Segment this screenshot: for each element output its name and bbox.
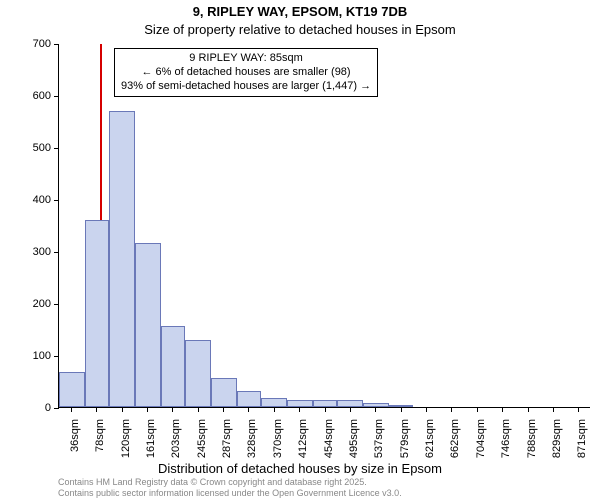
y-tick xyxy=(54,252,59,253)
x-tick-label: 621sqm xyxy=(424,419,436,458)
x-tick-label: 203sqm xyxy=(170,419,182,458)
x-tick xyxy=(71,407,72,412)
footnote: Contains HM Land Registry data © Crown c… xyxy=(58,477,402,498)
x-tick-label: 704sqm xyxy=(475,419,487,458)
x-tick xyxy=(375,407,376,412)
x-tick-label: 662sqm xyxy=(449,419,461,458)
y-tick xyxy=(54,408,59,409)
x-tick xyxy=(350,407,351,412)
y-tick xyxy=(54,44,59,45)
histogram-bar xyxy=(59,372,85,407)
x-tick-label: 495sqm xyxy=(348,419,360,458)
footnote-line1: Contains HM Land Registry data © Crown c… xyxy=(58,477,367,487)
x-tick xyxy=(325,407,326,412)
x-tick-label: 287sqm xyxy=(221,419,233,458)
x-tick-label: 245sqm xyxy=(196,419,208,458)
x-tick-label: 161sqm xyxy=(145,419,157,458)
histogram-bar xyxy=(287,400,313,407)
histogram-bar xyxy=(109,111,135,407)
x-axis-title: Distribution of detached houses by size … xyxy=(0,461,600,476)
x-tick-label: 78sqm xyxy=(94,419,106,452)
histogram-bar xyxy=(135,243,161,407)
plot-area: 9 RIPLEY WAY: 85sqm ← 6% of detached hou… xyxy=(58,44,590,408)
x-tick xyxy=(248,407,249,412)
annotation-line2: ← 6% of detached houses are smaller (98) xyxy=(121,66,371,80)
x-tick xyxy=(528,407,529,412)
x-tick xyxy=(172,407,173,412)
x-tick xyxy=(451,407,452,412)
y-tick-label: 200 xyxy=(33,298,51,310)
histogram-bar xyxy=(261,398,287,407)
x-tick-label: 537sqm xyxy=(373,419,385,458)
y-tick-label: 700 xyxy=(33,38,51,50)
annotation-line3: 93% of semi-detached houses are larger (… xyxy=(121,80,371,94)
y-tick xyxy=(54,304,59,305)
x-tick xyxy=(477,407,478,412)
x-tick-label: 579sqm xyxy=(399,419,411,458)
annotation-box: 9 RIPLEY WAY: 85sqm ← 6% of detached hou… xyxy=(114,48,378,97)
annotation-line1: 9 RIPLEY WAY: 85sqm xyxy=(121,52,371,66)
y-tick-label: 500 xyxy=(33,142,51,154)
y-tick-label: 100 xyxy=(33,350,51,362)
histogram-bar xyxy=(237,391,262,407)
y-tick xyxy=(54,96,59,97)
x-tick-label: 328sqm xyxy=(246,419,258,458)
histogram-bar xyxy=(185,340,211,407)
x-tick-label: 746sqm xyxy=(500,419,512,458)
x-tick xyxy=(122,407,123,412)
y-tick xyxy=(54,356,59,357)
footnote-line2: Contains public sector information licen… xyxy=(58,488,402,498)
x-tick xyxy=(502,407,503,412)
y-tick-label: 300 xyxy=(33,246,51,258)
x-tick xyxy=(223,407,224,412)
x-tick-label: 454sqm xyxy=(323,419,335,458)
x-tick-label: 36sqm xyxy=(69,419,81,452)
x-tick-label: 120sqm xyxy=(120,419,132,458)
x-tick xyxy=(553,407,554,412)
x-tick xyxy=(198,407,199,412)
x-tick xyxy=(426,407,427,412)
chart-container: 9, RIPLEY WAY, EPSOM, KT19 7DB Size of p… xyxy=(0,0,600,500)
y-tick-label: 600 xyxy=(33,90,51,102)
x-tick xyxy=(578,407,579,412)
x-tick xyxy=(96,407,97,412)
chart-title: 9, RIPLEY WAY, EPSOM, KT19 7DB xyxy=(0,4,600,19)
x-tick-label: 829sqm xyxy=(551,419,563,458)
chart-subtitle: Size of property relative to detached ho… xyxy=(0,22,600,37)
x-tick-label: 788sqm xyxy=(526,419,538,458)
x-tick xyxy=(147,407,148,412)
x-tick xyxy=(299,407,300,412)
x-tick-label: 370sqm xyxy=(272,419,284,458)
histogram-bar xyxy=(313,400,338,407)
histogram-bar xyxy=(337,400,363,407)
x-tick xyxy=(274,407,275,412)
histogram-bar xyxy=(161,326,186,407)
histogram-bar xyxy=(211,378,237,407)
y-tick-label: 400 xyxy=(33,194,51,206)
x-tick xyxy=(401,407,402,412)
y-tick-label: 0 xyxy=(45,402,51,414)
y-tick xyxy=(54,148,59,149)
histogram-bar xyxy=(85,220,110,407)
y-tick xyxy=(54,200,59,201)
x-tick-label: 871sqm xyxy=(576,419,588,458)
x-tick-label: 412sqm xyxy=(297,419,309,458)
